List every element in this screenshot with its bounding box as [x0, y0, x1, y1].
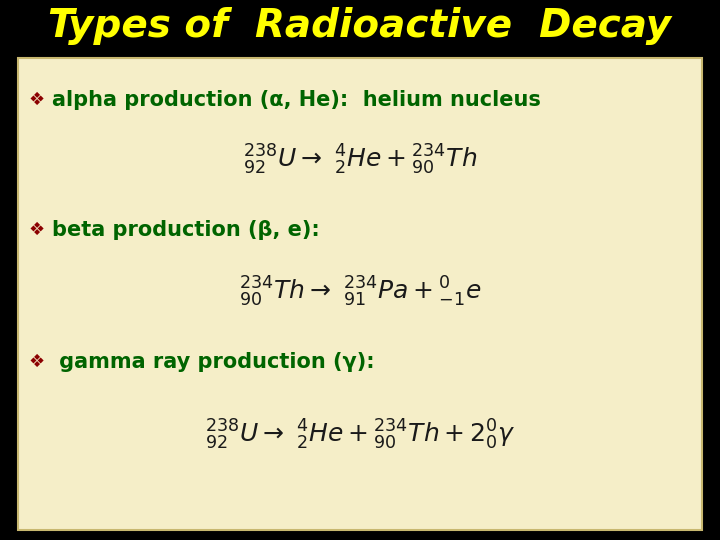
FancyBboxPatch shape: [18, 58, 702, 530]
Text: ❖: ❖: [28, 91, 44, 109]
Bar: [0, 0, 720, 52]
Text: $^{238}_{92}U \rightarrow\ ^{4}_{2}He + ^{234}_{90}Th$: $^{238}_{92}U \rightarrow\ ^{4}_{2}He + …: [243, 143, 477, 177]
Text: beta production (β, e):: beta production (β, e):: [52, 220, 320, 240]
Text: alpha production (α, He):  helium nucleus: alpha production (α, He): helium nucleus: [52, 90, 541, 110]
Text: ❖: ❖: [28, 353, 44, 371]
Text: gamma ray production (γ):: gamma ray production (γ):: [52, 352, 374, 372]
Text: $^{234}_{90}Th \rightarrow\ ^{234}_{91}Pa + ^{0}_{-1}e$: $^{234}_{90}Th \rightarrow\ ^{234}_{91}P…: [238, 275, 482, 309]
Text: ❖: ❖: [28, 221, 44, 239]
Text: Types of  Radioactive  Decay: Types of Radioactive Decay: [48, 7, 672, 45]
Text: $^{238}_{92}U \rightarrow\ ^{4}_{2}He + ^{234}_{90}Th + 2^{0}_{0}\gamma$: $^{238}_{92}U \rightarrow\ ^{4}_{2}He + …: [204, 418, 516, 452]
